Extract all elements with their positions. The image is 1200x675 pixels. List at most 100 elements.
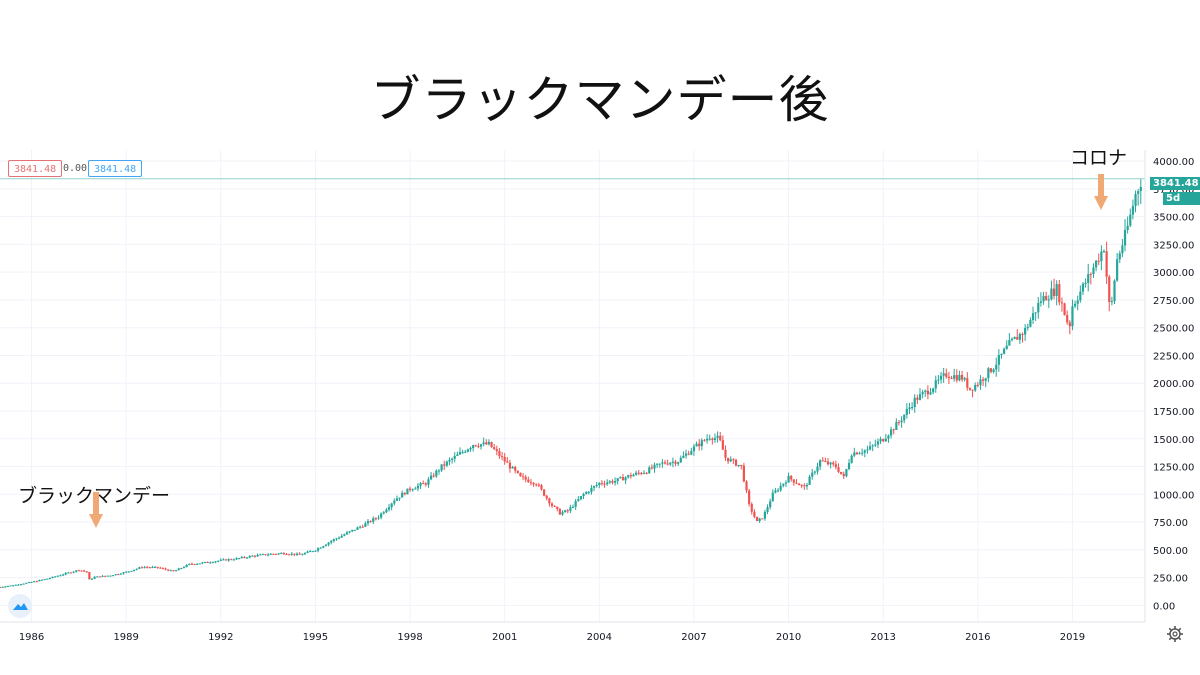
candle-body [1018, 333, 1021, 340]
candle-body [918, 394, 922, 400]
candle-body [272, 553, 275, 555]
x-tick-label: 2007 [681, 632, 706, 643]
candle-body [369, 521, 372, 523]
candle-body [35, 581, 38, 583]
candle-body [401, 492, 404, 498]
candle-body [871, 445, 874, 447]
candle-body [104, 575, 107, 577]
candle-body [182, 567, 186, 569]
candle-body [603, 483, 606, 485]
candle-body [14, 584, 17, 586]
candle-body [624, 477, 627, 481]
candle-body [811, 472, 814, 477]
candle-body [1052, 288, 1056, 296]
candle-body [529, 482, 533, 484]
candle-body [937, 379, 940, 381]
candle-body [437, 470, 441, 472]
candle-body [750, 503, 753, 512]
candle-body [456, 454, 459, 456]
candle-body [737, 464, 740, 466]
candle-body [892, 429, 895, 431]
candle-body [834, 464, 837, 468]
candle-body [1010, 338, 1014, 341]
candle-body [684, 453, 688, 456]
candle-body [1058, 284, 1061, 303]
candle-body [295, 553, 299, 555]
candle-body [653, 464, 656, 469]
candle-body [424, 483, 427, 485]
candle-body [88, 572, 91, 580]
candle-body [290, 553, 293, 555]
candle-body [93, 576, 96, 579]
candle-body [666, 463, 669, 465]
candle-body [511, 466, 514, 469]
candle-body [22, 583, 25, 585]
candle-body [38, 580, 41, 582]
x-tick-label: 2001 [492, 632, 517, 643]
candle-body [309, 551, 312, 553]
candle-body [908, 407, 911, 410]
candle-body [474, 445, 477, 447]
candle-body [353, 529, 356, 531]
candle-body [724, 449, 727, 458]
candle-body [206, 561, 209, 563]
candle-body [716, 435, 719, 438]
candle-body [1005, 345, 1008, 349]
candle-body [319, 547, 322, 549]
gear-icon[interactable] [1166, 625, 1184, 643]
candle-body [974, 384, 977, 391]
candle-body [574, 501, 577, 507]
candle-body [766, 507, 769, 512]
candle-body [708, 438, 711, 440]
candle-body [1, 586, 4, 588]
candle-body [1073, 303, 1077, 307]
candle-body [27, 582, 31, 584]
candle-body [829, 462, 832, 465]
candle-body [700, 440, 703, 447]
candle-body [713, 437, 717, 440]
candle-body [175, 570, 178, 572]
candle-body [140, 567, 144, 569]
candle-body [763, 511, 767, 519]
candle-body [1016, 336, 1019, 340]
candle-body [337, 537, 341, 539]
candle-body [921, 392, 924, 395]
candle-body [932, 388, 935, 393]
candle-body [75, 570, 78, 572]
candle-body [351, 529, 354, 532]
candle-body [348, 531, 351, 533]
candle-body [939, 375, 943, 380]
candle-body [432, 475, 435, 477]
time-axis[interactable]: 1986 1989 1992 1995 1998 2001 2004 2007 2010 2013… [19, 632, 1085, 643]
candle-body [687, 453, 690, 455]
x-tick-label: 2013 [870, 632, 895, 643]
candle-body [156, 566, 159, 568]
candle-body [211, 562, 215, 564]
candle-body [821, 460, 824, 462]
x-tick-label: 1995 [303, 632, 328, 643]
candle-body [1047, 299, 1050, 301]
down-arrow-icon [1094, 174, 1108, 210]
candle-body [1079, 291, 1082, 301]
candle-body [203, 561, 207, 563]
candle-body [861, 452, 864, 454]
price-axis[interactable]: 0.00 250.00 500.00 750.00 1000.00 1250.00 1500… [1153, 157, 1194, 612]
candle-body [721, 440, 724, 450]
candle-body [656, 463, 659, 465]
candle-body [190, 563, 193, 565]
candle-body [169, 570, 172, 572]
candle-body [464, 451, 467, 453]
candle-body [19, 584, 23, 586]
tradingview-logo-icon[interactable] [8, 594, 32, 618]
candle-body [598, 482, 601, 486]
candle-body [243, 557, 246, 559]
candle-body [992, 369, 995, 372]
candle-body [138, 567, 141, 569]
candle-body [217, 560, 220, 562]
candle-body [303, 552, 307, 555]
x-tick-label: 2004 [587, 632, 612, 643]
candle-body [611, 481, 614, 483]
candle-body [64, 572, 67, 575]
candle-body [1129, 214, 1132, 226]
